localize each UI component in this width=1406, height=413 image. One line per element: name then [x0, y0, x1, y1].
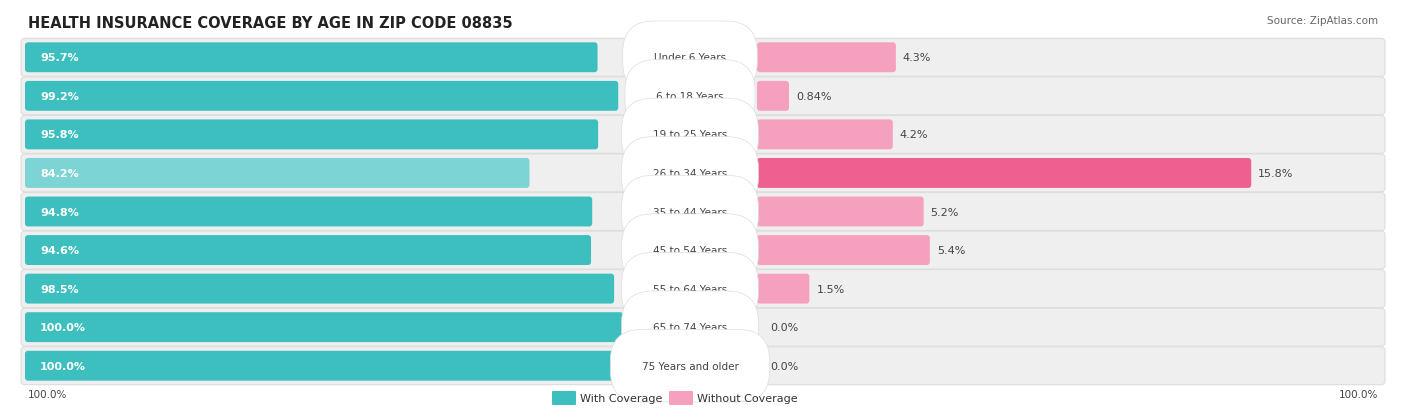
FancyBboxPatch shape — [25, 313, 623, 342]
FancyBboxPatch shape — [21, 347, 1385, 385]
Text: 100.0%: 100.0% — [1339, 389, 1378, 399]
Text: 65 to 74 Years: 65 to 74 Years — [652, 323, 727, 332]
FancyBboxPatch shape — [756, 197, 924, 227]
FancyBboxPatch shape — [756, 43, 896, 73]
Text: 6 to 18 Years: 6 to 18 Years — [657, 92, 724, 102]
Text: 0.0%: 0.0% — [770, 361, 799, 371]
FancyBboxPatch shape — [756, 159, 1251, 188]
Text: 100.0%: 100.0% — [39, 361, 86, 371]
Text: 0.84%: 0.84% — [796, 92, 831, 102]
Text: 45 to 54 Years: 45 to 54 Years — [652, 245, 727, 255]
Text: 15.8%: 15.8% — [1258, 169, 1294, 178]
FancyBboxPatch shape — [21, 78, 1385, 116]
Text: 95.7%: 95.7% — [39, 53, 79, 63]
Text: 4.2%: 4.2% — [900, 130, 928, 140]
Text: 100.0%: 100.0% — [28, 389, 67, 399]
Text: 94.6%: 94.6% — [39, 245, 79, 255]
Text: 100.0%: 100.0% — [39, 323, 86, 332]
Text: 26 to 34 Years: 26 to 34 Years — [652, 169, 727, 178]
FancyBboxPatch shape — [21, 232, 1385, 269]
FancyBboxPatch shape — [21, 270, 1385, 308]
Text: 98.5%: 98.5% — [39, 284, 79, 294]
Text: Source: ZipAtlas.com: Source: ZipAtlas.com — [1267, 16, 1378, 26]
FancyBboxPatch shape — [669, 391, 693, 405]
FancyBboxPatch shape — [25, 43, 598, 73]
Text: HEALTH INSURANCE COVERAGE BY AGE IN ZIP CODE 08835: HEALTH INSURANCE COVERAGE BY AGE IN ZIP … — [28, 16, 513, 31]
Text: 4.3%: 4.3% — [903, 53, 931, 63]
FancyBboxPatch shape — [553, 391, 576, 405]
Text: 84.2%: 84.2% — [39, 169, 79, 178]
FancyBboxPatch shape — [21, 309, 1385, 346]
Text: Under 6 Years: Under 6 Years — [654, 53, 725, 63]
FancyBboxPatch shape — [21, 116, 1385, 154]
Text: 1.5%: 1.5% — [817, 284, 845, 294]
FancyBboxPatch shape — [25, 159, 530, 188]
Text: With Coverage: With Coverage — [581, 393, 662, 403]
Text: Without Coverage: Without Coverage — [697, 393, 797, 403]
FancyBboxPatch shape — [25, 120, 598, 150]
Text: 55 to 64 Years: 55 to 64 Years — [652, 284, 727, 294]
Text: 19 to 25 Years: 19 to 25 Years — [652, 130, 727, 140]
Text: 35 to 44 Years: 35 to 44 Years — [652, 207, 727, 217]
FancyBboxPatch shape — [25, 274, 614, 304]
FancyBboxPatch shape — [21, 154, 1385, 192]
FancyBboxPatch shape — [25, 197, 592, 227]
FancyBboxPatch shape — [756, 82, 789, 112]
Text: 5.2%: 5.2% — [931, 207, 959, 217]
FancyBboxPatch shape — [25, 235, 591, 266]
FancyBboxPatch shape — [25, 351, 623, 381]
FancyBboxPatch shape — [756, 120, 893, 150]
Text: 95.8%: 95.8% — [39, 130, 79, 140]
Text: 75 Years and older: 75 Years and older — [641, 361, 738, 371]
FancyBboxPatch shape — [21, 39, 1385, 77]
Text: 0.0%: 0.0% — [770, 323, 799, 332]
FancyBboxPatch shape — [25, 82, 619, 112]
FancyBboxPatch shape — [756, 274, 810, 304]
FancyBboxPatch shape — [21, 193, 1385, 231]
Text: 99.2%: 99.2% — [39, 92, 79, 102]
Text: 94.8%: 94.8% — [39, 207, 79, 217]
Text: 5.4%: 5.4% — [936, 245, 966, 255]
FancyBboxPatch shape — [756, 235, 929, 266]
